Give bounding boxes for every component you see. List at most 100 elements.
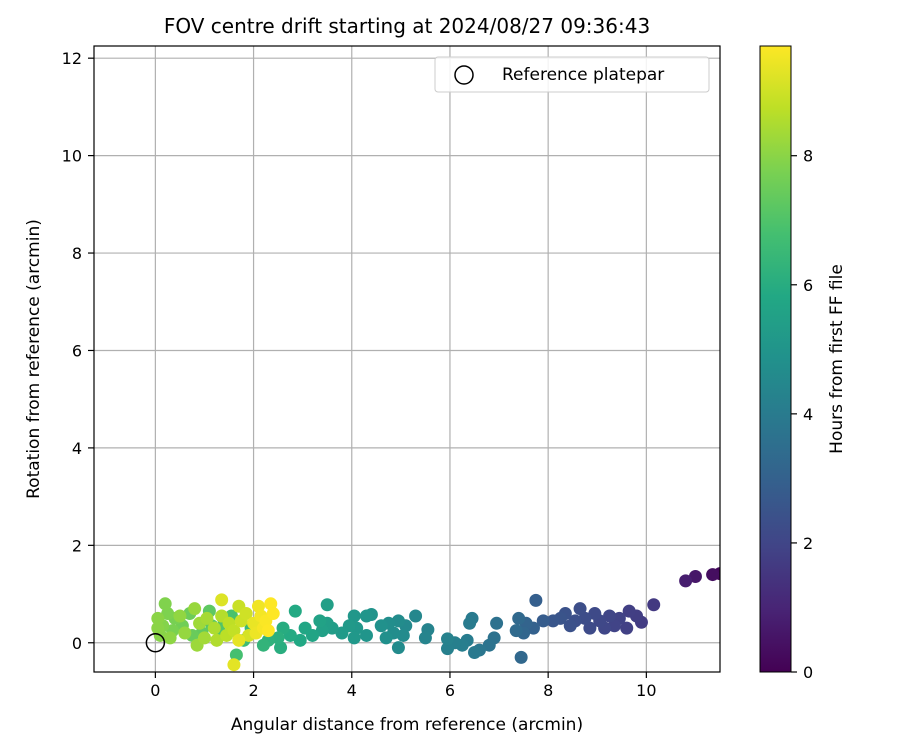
data-point [335,626,349,640]
data-point [688,570,702,584]
data-point [288,604,302,618]
data-point [298,621,312,635]
data-point [620,621,634,635]
data-point [647,598,661,612]
data-point [379,631,393,645]
x-tick-label: 2 [248,681,258,700]
data-point [679,574,693,588]
y-tick-label: 12 [62,49,82,68]
chart-title: FOV centre drift starting at 2024/08/27 … [164,14,650,38]
x-tick-label: 8 [543,681,553,700]
data-point [178,626,192,640]
data-point [536,614,550,628]
data-point [232,633,246,647]
data-point [441,632,455,646]
data-point [573,602,587,616]
y-tick-label: 4 [72,439,82,458]
data-point [441,642,455,656]
data-point [347,631,361,645]
legend: Reference platepar [434,56,710,93]
y-axis-ticks: 0 2 4 6 8 10 12 [62,49,94,653]
x-axis-ticks: 0 2 4 6 8 10 [150,672,657,700]
data-point [529,593,543,607]
y-tick-label: 8 [72,244,82,263]
data-point [490,616,504,630]
data-point [227,658,241,672]
reference-marker-group [145,633,166,653]
data-point [229,648,243,662]
data-point [396,628,410,642]
colorbar-tick-label: 8 [803,147,813,166]
data-point [197,631,211,645]
reference-marker [145,633,166,653]
data-point [261,624,275,638]
colorbar-ticks: 0 2 4 6 8 [791,147,813,682]
data-point [210,633,224,647]
colorbar-label: Hours from first FF file [827,264,847,454]
data-point [215,593,229,607]
y-tick-label: 2 [72,536,82,555]
data-point [391,614,405,628]
data-point [315,624,329,638]
data-point [161,607,175,621]
data-point [583,621,597,635]
colorbar [759,45,792,673]
data-point [188,602,202,616]
data-point [482,638,496,652]
data-point [514,650,528,664]
data-point [158,597,172,611]
data-point [512,611,526,625]
plot-frame [93,45,721,673]
colorbar-tick-label: 6 [803,276,813,295]
data-point [546,614,560,628]
legend-label: Reference platepar [502,65,664,85]
y-axis-label: Rotation from reference (arcmin) [24,219,44,499]
colorbar-tick-label: 2 [803,534,813,553]
data-point [347,609,361,623]
data-point [239,607,253,621]
y-tick-label: 6 [72,341,82,360]
colorbar-tick-label: 0 [803,663,813,682]
data-point [274,641,288,655]
data-point [359,609,373,623]
data-point [313,614,327,628]
grid [94,46,720,672]
data-point [563,619,577,633]
x-tick-label: 0 [150,681,160,700]
data-point [266,607,280,621]
data-point [271,631,285,645]
data-points [151,567,720,672]
x-axis-label: Angular distance from reference (arcmin) [231,715,583,735]
x-tick-label: 4 [347,681,357,700]
data-point [463,616,477,630]
x-tick-label: 6 [445,681,455,700]
data-point [293,633,307,647]
data-point [391,641,405,655]
data-point [151,621,165,635]
colorbar-tick-label: 4 [803,405,813,424]
data-point [320,598,334,612]
data-point [409,609,423,623]
y-tick-label: 10 [62,147,82,166]
data-point [207,621,221,635]
legend-box [434,56,710,93]
data-point [603,609,617,623]
data-point [509,624,523,638]
data-point [251,599,265,613]
data-point [588,607,602,621]
data-point [151,611,165,625]
data-point [374,619,388,633]
data-point [607,619,621,633]
y-tick-label: 0 [72,634,82,653]
data-point [173,609,187,623]
data-point [359,628,373,642]
data-point [418,631,432,645]
data-point [706,568,720,582]
x-tick-label: 10 [636,681,656,700]
data-point [622,604,636,618]
data-point [468,646,482,660]
data-point [200,611,214,625]
data-point [264,597,278,611]
data-point [163,631,177,645]
